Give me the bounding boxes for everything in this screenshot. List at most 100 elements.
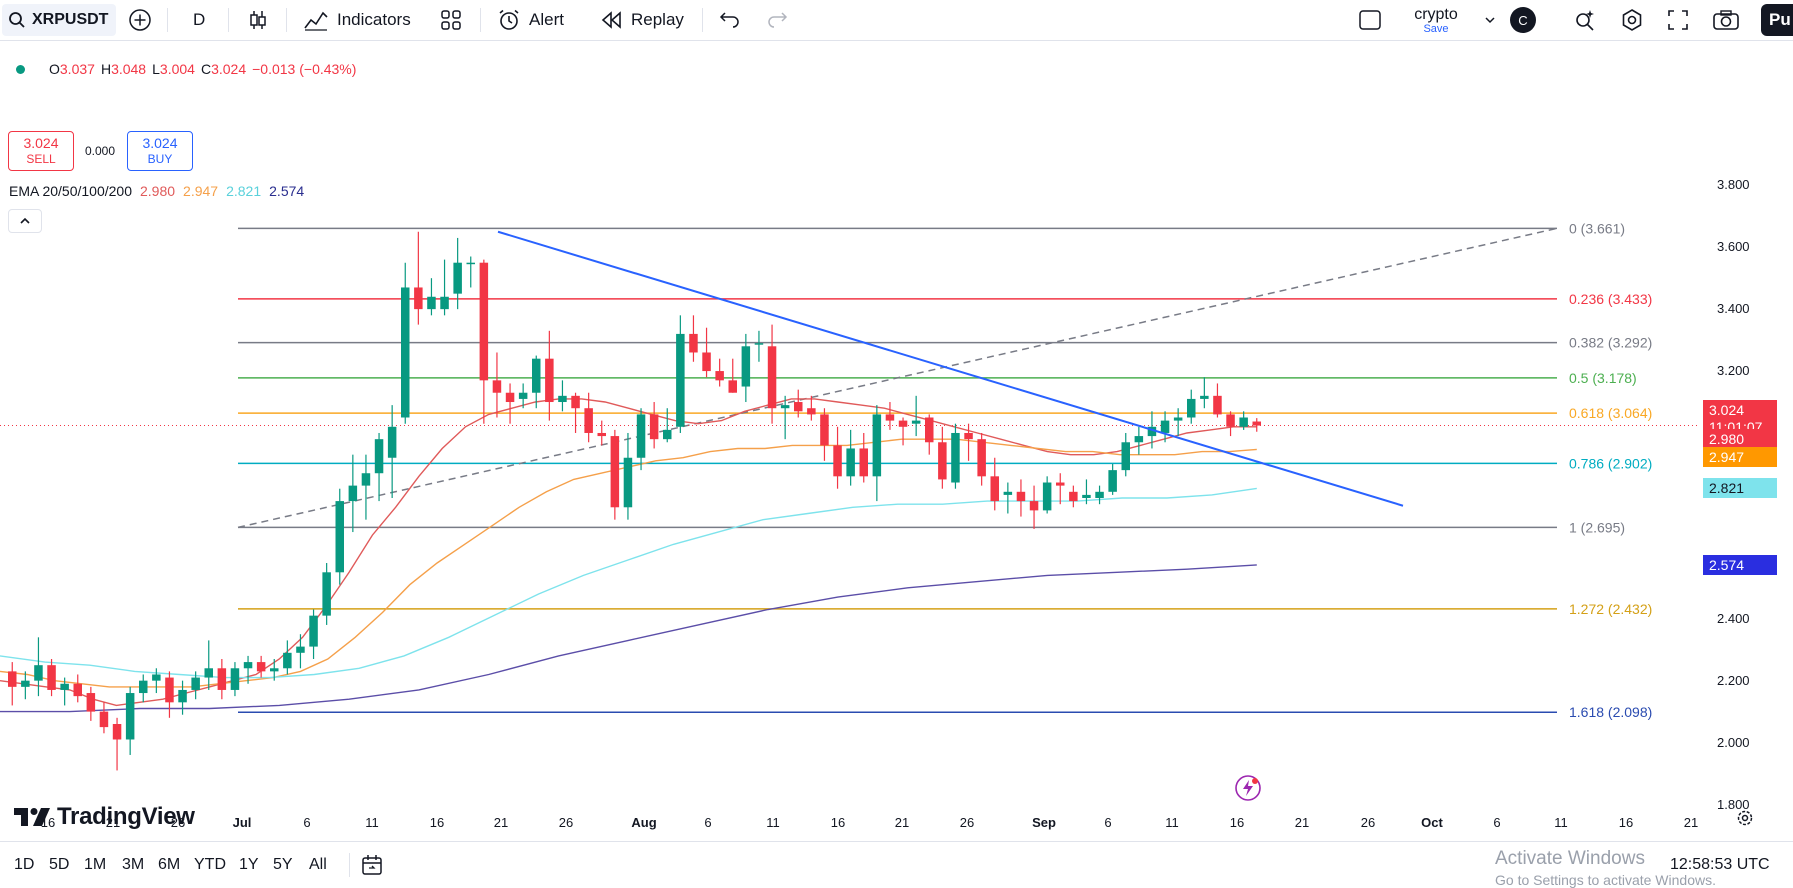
news-flash-button[interactable] [1233,773,1263,808]
toolbar-divider [349,853,350,877]
settings-button[interactable] [1620,0,1644,40]
candle [1003,482,1013,514]
candle-body [1056,482,1065,486]
candle [505,383,515,424]
candle [243,655,253,684]
candle-body [256,662,266,672]
range-button-1y[interactable]: 1Y [239,856,259,873]
candle-body [204,668,213,678]
candle [1095,485,1104,505]
candle-body [401,287,410,418]
ema50-tag-value: 2.947 [1709,449,1745,466]
chevron-down-icon [1485,17,1495,24]
sell-button[interactable]: 3.024 SELL [8,131,74,171]
screenshot-button[interactable] [1712,0,1740,40]
avatar[interactable]: C [1510,0,1536,40]
layout-save-button[interactable]: crypto Save [1408,0,1464,40]
buy-price: 3.024 [142,135,178,151]
lightning-icon [1235,775,1261,801]
candle-body [60,683,69,690]
legend-collapse-button[interactable] [8,209,42,233]
candle-body [833,445,842,477]
buy-button[interactable]: 3.024 BUY [127,131,193,171]
fib-level-label: 0.382 (3.292) [1569,335,1652,351]
templates-button[interactable] [440,0,462,40]
candle [1069,485,1078,508]
candle-body [702,352,711,372]
time-axis-label: 21 [105,815,121,830]
toolbar-divider [286,8,287,32]
publish-button[interactable]: Pu [1761,4,1793,36]
ema-legend[interactable]: EMA 20/50/100/200 2.980 2.947 2.821 2.57… [9,183,304,199]
range-button-6m[interactable]: 6M [158,856,181,873]
goto-date-button[interactable] [360,842,384,888]
range-button-5y[interactable]: 5Y [273,856,293,873]
candle-body [925,417,934,443]
candle [1121,432,1130,477]
candle-body [676,333,685,427]
candle [1173,408,1183,437]
range-button-5d[interactable]: 5D [49,856,70,873]
range-button-ytd[interactable]: YTD [194,856,226,873]
ema200-price-tag: 2.574 [1703,554,1777,575]
close-value: 3.024 [211,61,247,77]
spread-value: 0.000 [85,144,116,158]
replay-button[interactable]: Replay [601,0,684,40]
fullscreen-button[interactable] [1667,0,1689,40]
candle [820,408,829,461]
axis-settings-button[interactable] [1735,808,1755,833]
candle-body [951,432,960,483]
candle-body [414,287,423,310]
calendar-icon [362,855,382,875]
candle-body [1082,494,1091,498]
time-axis-label: 16 [1229,815,1245,830]
candle [139,674,148,703]
candle [1200,377,1209,409]
layout-menu-button[interactable] [1484,0,1496,40]
symbol-search-button[interactable]: XRPUSDT [2,4,116,36]
range-button-all[interactable]: All [309,856,327,873]
candle-body [230,668,240,690]
gear-icon [1737,810,1753,826]
close-label: C [200,61,212,77]
compare-symbol-button[interactable] [128,0,152,40]
gear-icon [1622,9,1642,31]
undo-icon [719,12,739,28]
tradingview-logo[interactable]: TradingView [12,803,195,831]
time-axis-label: Oct [1421,815,1443,830]
market-status-dot [16,64,25,74]
candle [387,405,397,498]
tradingview-logo-text: TradingView [57,803,195,830]
candle-body [610,436,620,508]
indicators-label: Indicators [337,10,411,29]
candle [964,423,973,461]
candle [702,327,711,378]
price-chart[interactable]: 0 (3.661) 0.236 (3.433) 0.382 (3.292) 0.5 (… [0,41,1793,841]
search-sparkle-icon [1576,10,1594,31]
open-value: 3.037 [59,61,95,77]
chart-pane[interactable]: 0 (3.661) 0.236 (3.433) 0.382 (3.292) 0.5 (… [0,41,1793,841]
interval-button[interactable]: D [193,0,205,40]
candle-body [715,371,724,381]
candle [977,432,986,486]
quick-search-button[interactable] [1573,0,1597,40]
candle-body [623,457,633,508]
ema-line-200 [0,564,1257,713]
candle-body [217,668,227,690]
time-axis-label: 26 [170,815,186,830]
time-axis-label: 6 [704,815,712,830]
undo-button[interactable] [719,0,741,40]
alert-button[interactable]: Alert [497,0,564,40]
fullscreen-layout-button[interactable] [1358,0,1382,40]
candle [335,488,344,585]
candle-body [911,420,921,424]
candle [427,278,436,316]
range-button-3m[interactable]: 3M [122,856,145,873]
indicators-button[interactable]: Indicators [303,0,411,40]
redo-button[interactable] [766,0,788,40]
range-button-1d[interactable]: 1D [14,856,35,873]
utc-clock[interactable]: 12:58:53 UTC [1670,842,1770,888]
range-button-1m[interactable]: 1M [84,856,107,873]
chart-type-button[interactable] [247,0,269,40]
price-axis-label: 1.800 [1717,796,1750,812]
